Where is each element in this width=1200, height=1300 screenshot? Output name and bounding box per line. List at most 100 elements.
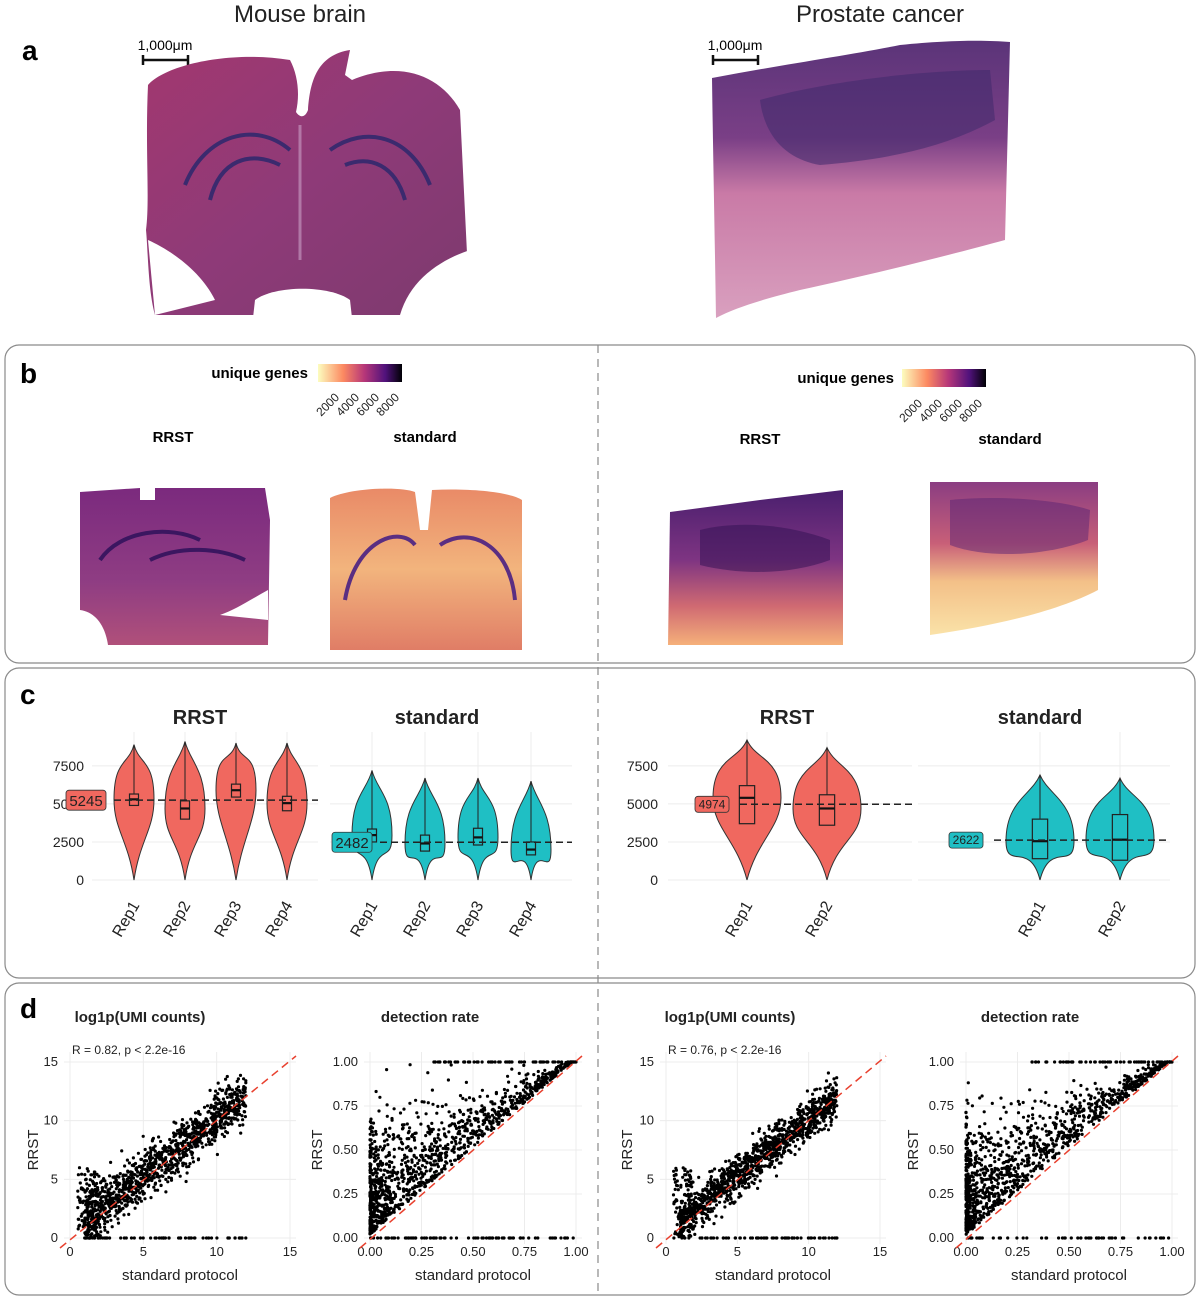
legend-colorbar-left (318, 364, 402, 382)
x-tick-label: 0.00 (953, 1244, 978, 1259)
y-tick-label: 1.00 (333, 1054, 358, 1069)
scalebar-right: 1,000μm (708, 37, 763, 65)
panel-letter-c: c (20, 679, 36, 710)
x-tick-label: 15 (873, 1244, 887, 1259)
legend-tick-label: 8000 (373, 390, 402, 419)
legend-title-right: unique genes (797, 370, 894, 387)
y-tick-label: 1.00 (929, 1054, 954, 1069)
panel-letter-a: a (22, 35, 38, 66)
x-tick-label: 0.25 (409, 1244, 434, 1259)
y-axis-label: RRST (619, 1130, 636, 1171)
scatter-points (671, 1071, 839, 1240)
x-tick-label: Rep1 (723, 898, 757, 940)
mean-label: 4974 (699, 797, 726, 811)
y-tick-label: 0 (76, 872, 84, 888)
x-tick-label: Rep2 (161, 898, 195, 940)
violin (215, 742, 257, 881)
y-axis-label: RRST (25, 1130, 42, 1171)
x-tick-label: 10 (801, 1244, 815, 1259)
y-tick-label: 7500 (53, 758, 84, 774)
mean-label: 2622 (953, 833, 980, 847)
mean-label: 5245 (69, 793, 102, 810)
mouse-brain-he-image (146, 50, 470, 318)
scatter-chart: log1p(UMI counts) 0 5 10 15 0 5 10 15 standard pr… (25, 1009, 297, 1284)
panel-c-frame (4, 667, 1196, 979)
y-tick-label: 5 (647, 1171, 654, 1186)
mean-label-box (694, 795, 730, 813)
violin (1085, 776, 1155, 881)
correlation-stat: R = 0.76, p < 2.2e-16 (668, 1043, 782, 1057)
y-tick-label: 10 (640, 1113, 654, 1128)
y-tick-label: 0.00 (333, 1230, 358, 1245)
x-tick-label: Rep4 (507, 898, 541, 940)
scatter-chart: detection rate 0.00 0.25 0.50 0.75 1.00 0.00 0.… (905, 1009, 1185, 1284)
mean-label-box (948, 831, 984, 849)
x-tick-label: 0.25 (1005, 1244, 1030, 1259)
y-tick-label: 0 (650, 872, 658, 888)
x-tick-label: Rep2 (1096, 898, 1130, 940)
scatter-chart: log1p(UMI counts) 0 5 10 15 0 5 10 15 standard pr… (619, 1009, 887, 1284)
x-tick-label: Rep1 (1016, 898, 1050, 940)
y-tick-label: 0.25 (333, 1186, 358, 1201)
y-tick-label: 0 (51, 1230, 58, 1245)
x-tick-label: 1.00 (1159, 1244, 1184, 1259)
mean-label-box (331, 831, 373, 853)
violin-chart-title: RRST (173, 707, 227, 729)
y-tick-label: 7500 (627, 758, 658, 774)
violin (792, 746, 862, 881)
y-tick-label: 0.50 (333, 1142, 358, 1157)
label-standard-right: standard (978, 431, 1041, 448)
violin-chart: RRST0250050007500Rep1Rep2Rep3Rep45245 (53, 707, 318, 940)
violin (266, 742, 308, 881)
x-tick-label: 0.50 (460, 1244, 485, 1259)
violin-chart: standard Rep1 Rep2 Rep3 Rep4 2482 (330, 707, 572, 940)
scatter-charts: log1p(UMI counts) 0 5 10 15 0 5 10 15 standard pr… (25, 1009, 1185, 1284)
mean-label-box (65, 789, 107, 811)
scalebar-left-label: 1,000μm (138, 37, 193, 53)
identity-line (655, 1055, 887, 1249)
identity-line (955, 1055, 1179, 1249)
violin (1005, 773, 1075, 881)
x-axis-label: standard protocol (715, 1267, 831, 1284)
violin-chart-title: standard (998, 707, 1082, 729)
x-tick-label: 0 (662, 1244, 669, 1259)
x-tick-label: Rep1 (348, 898, 382, 940)
y-tick-label: 5000 (627, 796, 658, 812)
x-tick-label: 1.00 (563, 1244, 588, 1259)
y-tick-label: 10 (44, 1113, 58, 1128)
x-axis-label: standard protocol (1011, 1267, 1127, 1284)
y-tick-label: 0.50 (929, 1142, 954, 1157)
spatial-map-brain-standard (330, 488, 522, 650)
x-axis-label: standard protocol (122, 1267, 238, 1284)
violin-chart: standard Rep1 Rep2 2622 (918, 707, 1170, 940)
panel-d-frame (4, 982, 1196, 1296)
prostate-cancer-he-image (712, 40, 1010, 319)
spatial-map-prostate-standard (930, 482, 1098, 635)
panel-letter-b: b (20, 358, 37, 389)
violin (164, 741, 206, 881)
correlation-stat: R = 0.82, p < 2.2e-16 (72, 1043, 186, 1057)
y-tick-label: 0.25 (929, 1186, 954, 1201)
y-tick-label: 5 (51, 1171, 58, 1186)
y-tick-label: 15 (640, 1054, 654, 1069)
violin (113, 744, 155, 881)
identity-line (359, 1055, 583, 1249)
violin-chart: RRST 0 2500 5000 7500 Rep1 Rep2 4974 (627, 707, 912, 940)
column-title-right: Prostate cancer (796, 1, 964, 28)
x-tick-label: 15 (283, 1244, 297, 1259)
y-tick-label: 2500 (627, 834, 658, 850)
x-tick-label: Rep3 (212, 898, 246, 940)
y-tick-label: 0 (647, 1230, 654, 1245)
scatter-title: log1p(UMI counts) (665, 1009, 796, 1026)
legend-colorbar-right (902, 369, 986, 387)
scatter-title: detection rate (981, 1009, 1079, 1026)
scalebar-right-label: 1,000μm (708, 37, 763, 53)
scalebar-left: 1,000μm (138, 37, 193, 65)
x-tick-label: Rep2 (401, 898, 435, 940)
x-tick-label: Rep4 (263, 898, 297, 940)
y-axis-label: RRST (905, 1130, 922, 1171)
scatter-chart: detection rate 0.00 0.25 0.50 0.75 1.00 0.00 0.… (309, 1009, 589, 1284)
